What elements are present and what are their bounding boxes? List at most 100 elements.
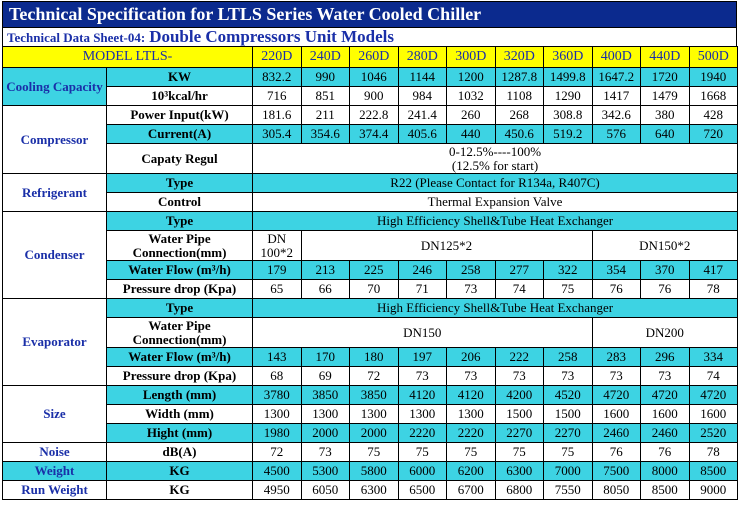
row-label: Power Input(kW) [105,105,254,125]
value-cell: 1032 [446,86,496,106]
value-cell: 1647.2 [591,67,642,87]
value-cell: 69 [300,366,351,386]
value-cell: 180 [349,347,399,367]
row-label: KW [105,67,254,87]
value-cell: 1980 [252,423,302,443]
value-cell: 7000 [543,461,593,481]
group-label: Size [2,385,107,443]
value-cell: 1108 [494,86,545,106]
value-cell: 75 [543,279,593,299]
value-cell: 984 [397,86,448,106]
spec-row: Pressure drop (Kpa) 65 66 70 71 73 74 75 76 76 78 [3,279,739,299]
value-cell: 3850 [349,385,399,405]
value-cell: 4120 [397,385,448,405]
value-cell: 2520 [688,423,739,443]
value-cell: 75 [543,442,593,462]
value-cell: 1300 [446,404,496,424]
value-cell: 241.4 [397,105,448,125]
value-cell: 576 [591,124,642,144]
value-cell: 258 [543,347,593,367]
value-cell: High Efficiency Shell&Tube Heat Exchange… [252,211,739,231]
spec-row: Water Pipe Connection(mm) DN150 DN200 [3,317,739,348]
value-cell: 7500 [591,461,642,481]
value-cell: 1600 [640,404,690,424]
value-cell: 9000 [688,480,739,500]
value-cell: 75 [446,442,496,462]
model-name: 500D [688,46,739,68]
spec-row: Hight (mm) 1980 2000 2000 2220 2220 2270 2270 24… [3,423,739,443]
value-cell: 68 [252,366,302,386]
group-label: Weight [2,461,107,481]
row-label: 10³kcal/hr [105,86,254,106]
value-cell: 1200 [446,67,496,87]
value-cell: 342.6 [591,105,642,125]
value-cell: 380 [640,105,690,125]
model-name: 400D [591,46,642,68]
value-cell: 71 [397,279,448,299]
value-cell: 2460 [591,423,642,443]
value-cell: 76 [640,442,690,462]
value-cell: 1499.8 [543,67,593,87]
value-cell: 1668 [688,86,739,106]
value-cell: 4720 [591,385,642,405]
value-cell: 720 [688,124,739,144]
value-cell: 4120 [446,385,496,405]
value-cell: 1600 [591,404,642,424]
value-cell: 74 [494,279,545,299]
model-name: 220D [252,46,302,68]
group-label: Condenser [2,211,107,299]
spec-row: Run Weight KG 4950 6050 6300 6500 6700 6800 7550… [2,480,739,500]
value-cell: 1500 [494,404,545,424]
spec-row: Capaty Regul 0-12.5%----100% (12.5% for st… [3,143,739,174]
value-cell: 4720 [688,385,739,405]
sheet-label: Technical Data Sheet-04: [7,30,146,45]
value-cell: 73 [446,279,496,299]
value-cell: 6050 [300,480,351,500]
row-label: KG [105,480,254,500]
value-cell: 1046 [349,67,399,87]
value-cell: 8050 [591,480,642,500]
value-cell: 73 [543,366,593,386]
spec-row: Refrigerant Type R22 (Please Contact for R… [2,173,739,212]
value-cell: 6700 [446,480,496,500]
value-cell: DN150*2 [591,230,739,261]
value-cell: 354 [591,260,642,280]
row-label: Width (mm) [105,404,254,424]
spec-row: Condenser Type High Efficiency Shell&Tube … [2,211,739,299]
value-cell: 3780 [252,385,302,405]
group-label: Noise [2,442,107,462]
value-cell: 213 [300,260,351,280]
value-cell: 76 [591,279,642,299]
value-cell: 222 [494,347,545,367]
value-cell: 322 [543,260,593,280]
model-label: MODEL LTLS- [1,46,254,68]
row-label: Type [105,298,254,318]
value-line: (12.5% for start) [451,157,539,173]
value-cell: 334 [688,347,739,367]
value-cell: 851 [300,86,351,106]
value-cell: 2220 [397,423,448,443]
value-cell: 4520 [543,385,593,405]
value-cell: 75 [494,442,545,462]
value-cell: 3850 [300,385,351,405]
spec-row: Compressor Power Input(kW) 181.6 211 222.8 24… [2,105,739,174]
spec-row: Size Length (mm) 3780 3850 3850 4120 4120 4200 4… [2,385,739,443]
row-label: Type [105,211,254,231]
title-bar: Technical Specification for LTLS Series … [2,1,737,28]
value-cell: 4950 [252,480,302,500]
spec-row: 10³kcal/hr 716 851 900 984 1032 1108 1290 1417 14… [3,86,739,106]
spec-row: Evaporator Type High Efficiency Shell&Tube… [2,298,739,386]
model-name: 360D [543,46,593,68]
header-row: MODEL LTLS- 220D 240D 260D 280D 300D 320D 360D 4… [1,46,739,68]
value-cell: 1940 [688,67,739,87]
value-cell: 1600 [688,404,739,424]
value-cell: 296 [640,347,690,367]
value-cell: 1300 [349,404,399,424]
group-label: Run Weight [2,480,107,500]
value-cell: DN150 [252,317,593,348]
spec-row: Control Thermal Expansion Valve [3,192,739,212]
model-name: 440D [640,46,690,68]
value-cell: 8000 [640,461,690,481]
value-cell: 1479 [640,86,690,106]
